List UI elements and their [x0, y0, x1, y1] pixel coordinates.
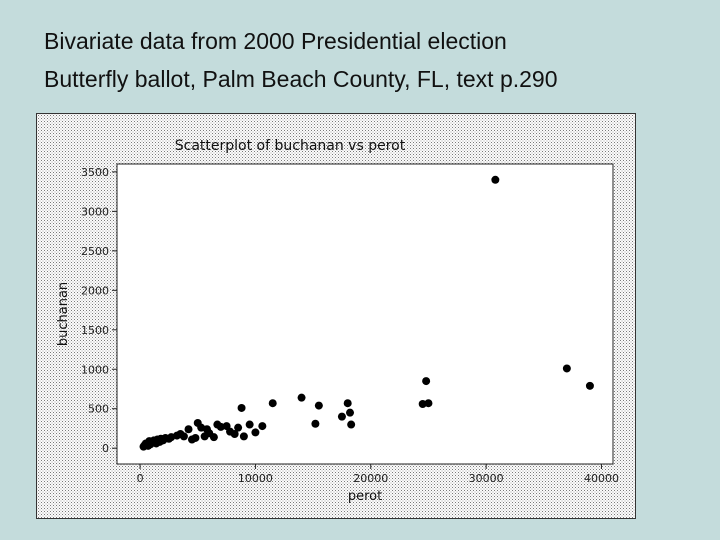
y-tick-label: 0: [102, 442, 109, 455]
scatter-point: [191, 433, 200, 442]
y-tick-label: 1500: [81, 324, 109, 337]
scatter-point: [346, 408, 355, 417]
scatter-point: [343, 399, 352, 408]
scatter-point: [234, 423, 243, 432]
scatter-point: [562, 364, 571, 373]
scatter-point: [245, 420, 254, 429]
scatter-point: [585, 381, 594, 390]
y-axis-label: buchanan: [56, 282, 71, 346]
scatter-point: [230, 430, 239, 438]
scatterplot: Scatterplot of buchanan vs perot 0 500 100…: [56, 138, 619, 504]
scatter-point: [209, 433, 218, 442]
scatter-point: [184, 425, 193, 434]
slide-title: Bivariate data from 2000 Presidential el…: [44, 22, 704, 98]
scatter-point: [251, 428, 260, 437]
scatter-point: [347, 420, 356, 429]
x-tick-label: 0: [137, 472, 144, 485]
scatter-point: [311, 419, 320, 428]
y-axis: 0 500 1000 1500 2000 2500 3000 3500: [81, 166, 117, 455]
y-tick-label: 500: [88, 403, 109, 416]
x-tick-label: 10000: [238, 472, 273, 485]
slide-title-line-2: Butterfly ballot, Palm Beach County, FL,…: [44, 66, 558, 92]
y-tick-label: 2000: [81, 284, 109, 297]
y-tick-label: 2500: [81, 245, 109, 258]
scatter-point: [424, 399, 433, 408]
x-tick-label: 30000: [469, 472, 504, 485]
data-points: [139, 175, 594, 451]
scatter-point: [179, 432, 188, 441]
scatter-point: [422, 377, 431, 386]
scatter-point: [237, 403, 246, 412]
scatter-point: [268, 399, 277, 408]
x-tick-label: 20000: [353, 472, 388, 485]
scatter-point: [314, 401, 323, 410]
scatterplot-frame: Scatterplot of buchanan vs perot 0 500 100…: [36, 113, 636, 519]
scatter-point: [337, 412, 346, 421]
y-tick-label: 3000: [81, 205, 109, 218]
scatter-point: [239, 432, 248, 441]
scatter-point: [258, 422, 267, 431]
x-axis: 0 10000 20000 30000 40000: [137, 464, 619, 485]
y-tick-label: 1000: [81, 363, 109, 376]
slide-title-line-1: Bivariate data from 2000 Presidential el…: [44, 28, 507, 54]
x-axis-label: perot: [348, 489, 382, 504]
x-tick-label: 40000: [584, 472, 619, 485]
scatter-point: [491, 175, 500, 184]
y-tick-label: 3500: [81, 166, 109, 179]
plot-area: [116, 163, 614, 465]
scatter-point: [297, 393, 306, 402]
chart-title: Scatterplot of buchanan vs perot: [175, 138, 406, 154]
